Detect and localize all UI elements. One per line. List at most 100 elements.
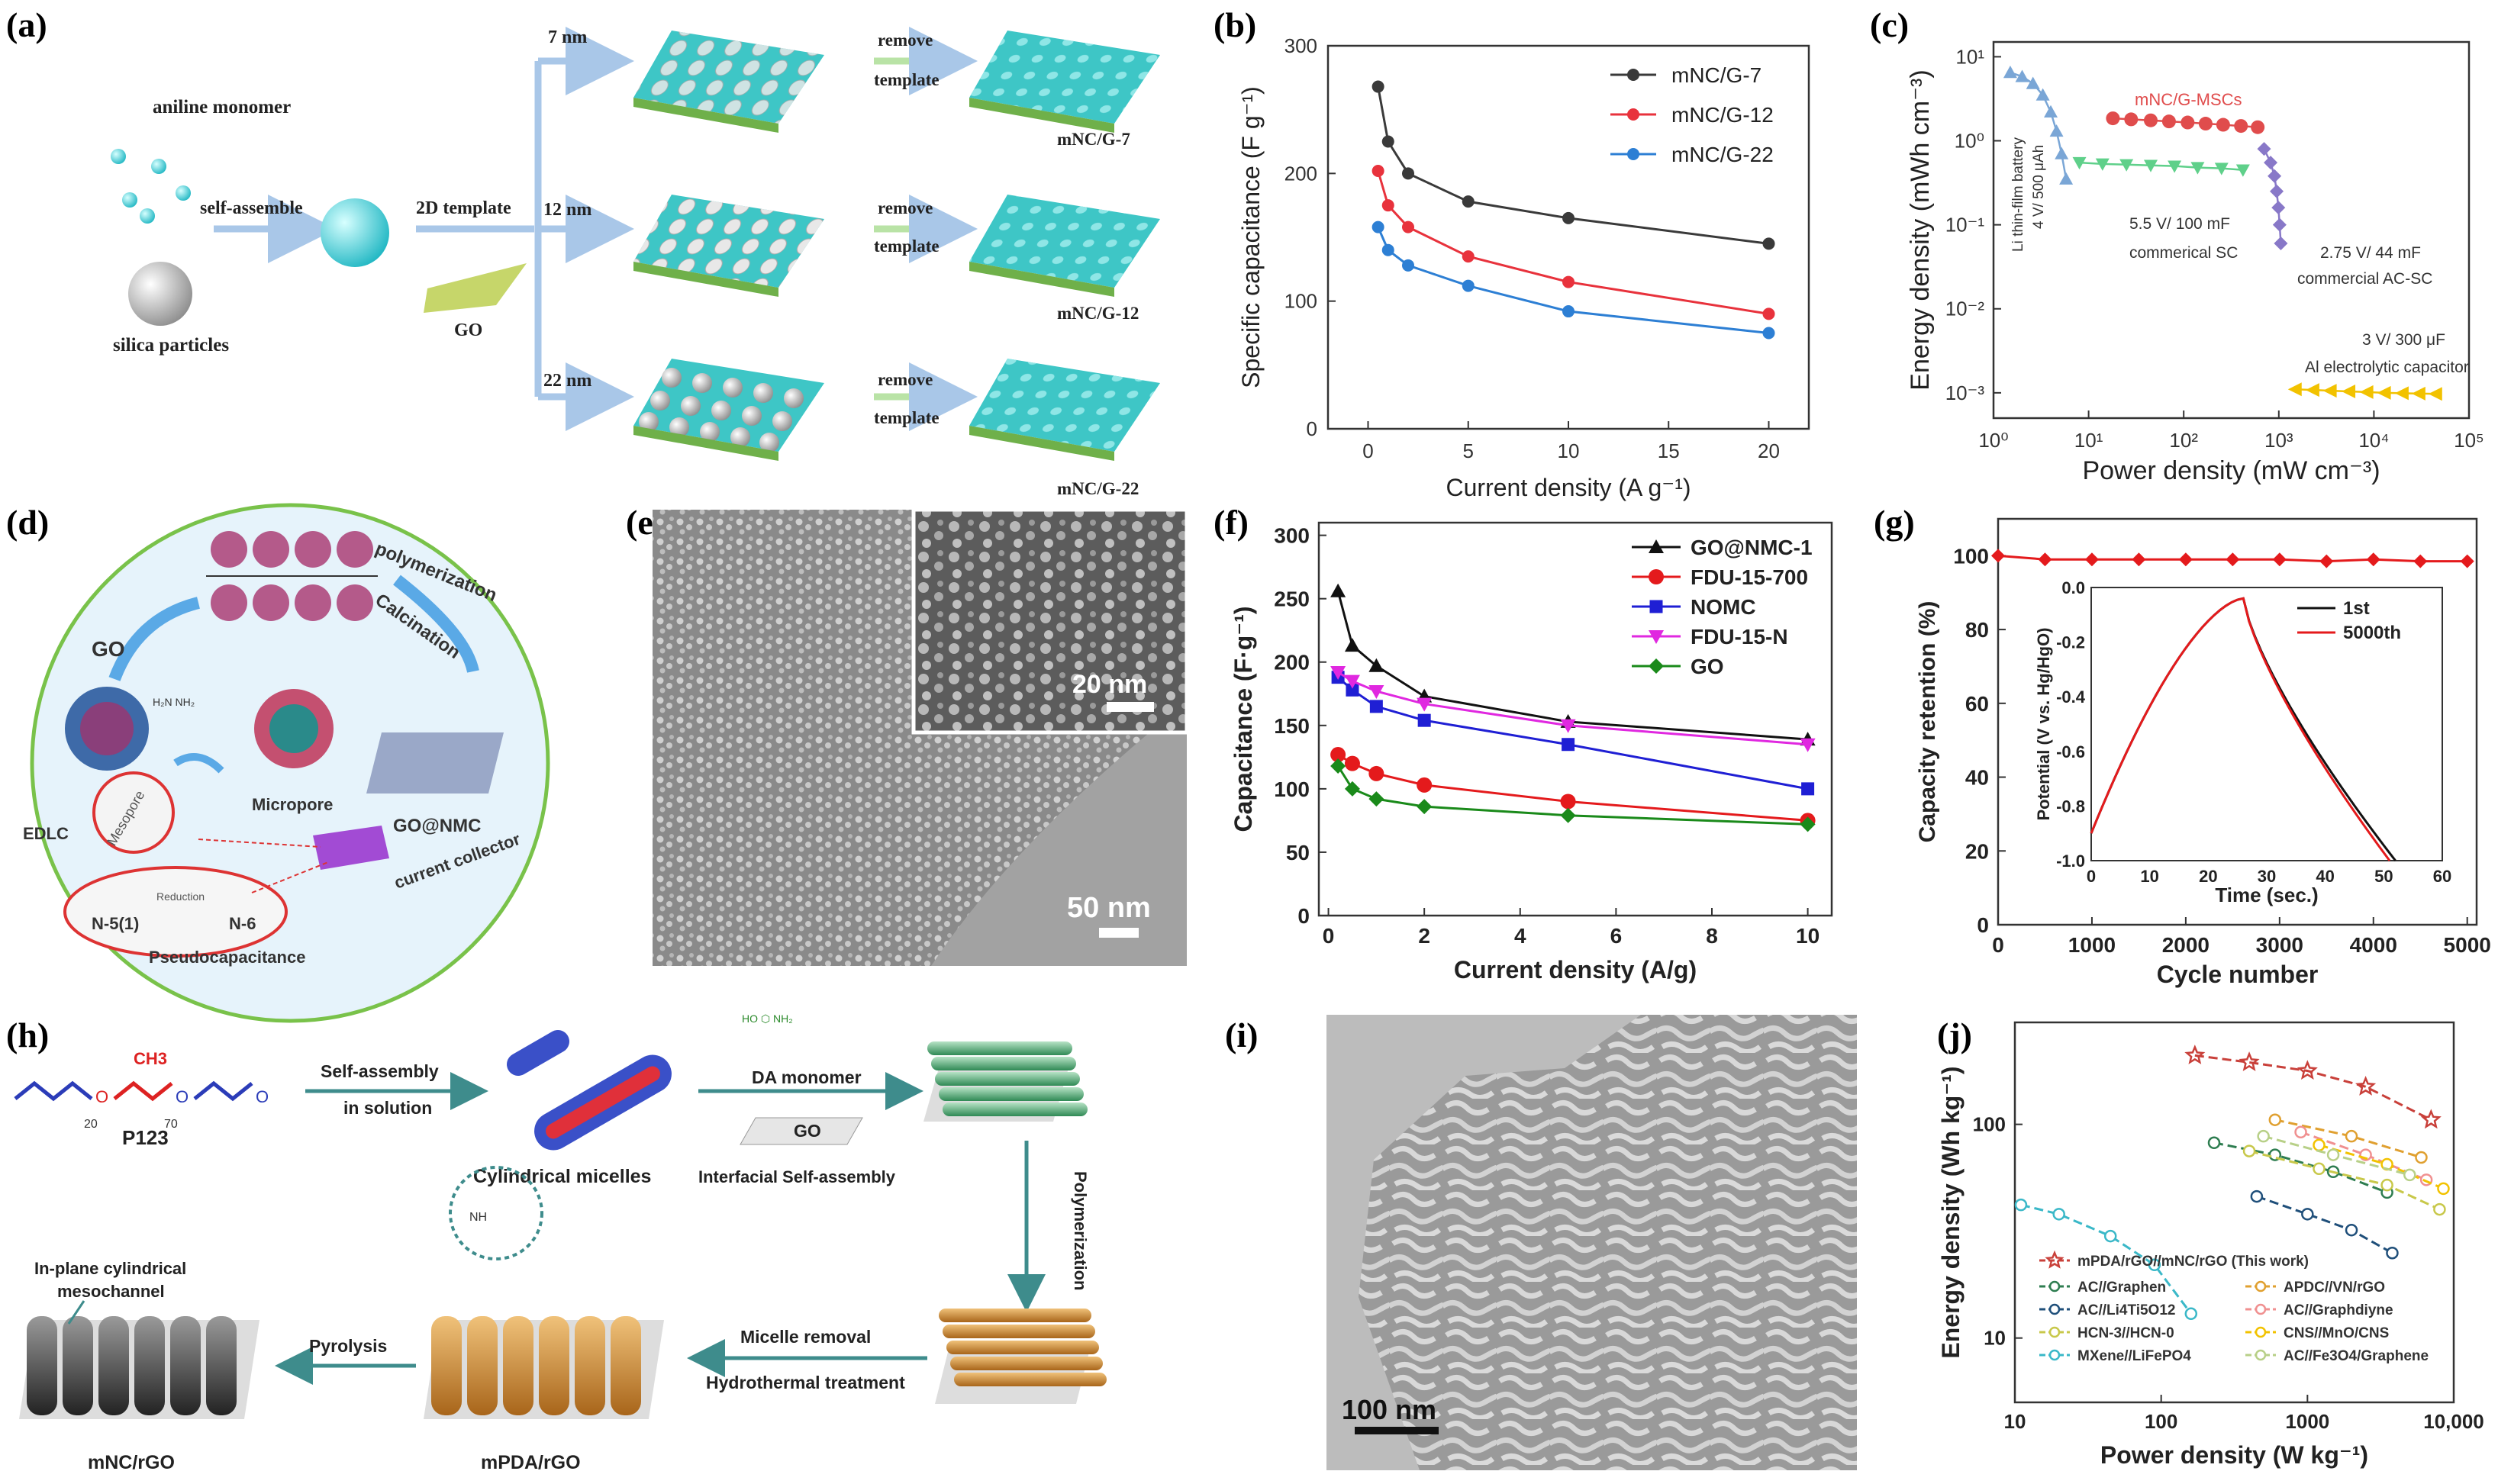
c-point: [2026, 76, 2040, 89]
j-legend-marker: [2048, 1326, 2061, 1338]
b-ytick-label: 0: [1307, 417, 1317, 440]
j-legend-marker: [2048, 1349, 2061, 1361]
h-green-rods: [923, 1041, 1088, 1122]
templated-sheet-7: [633, 31, 824, 133]
f-point: [1330, 583, 1346, 597]
c-xtick-label: 10¹: [2074, 429, 2103, 452]
h-mesochannel: mesochannel: [57, 1282, 165, 1301]
c-point: [2251, 120, 2265, 134]
b-xtick-label: 5: [1463, 439, 1474, 462]
j-point: [2052, 1208, 2065, 1221]
f-frame: [1317, 521, 1833, 917]
remove-label-1: remove: [878, 31, 933, 50]
b-xtick-label: 0: [1362, 439, 1373, 462]
remove-label-3: remove: [878, 370, 933, 389]
b-point: [1562, 275, 1575, 288]
g-point: [2460, 554, 2474, 568]
g-ytick-label: 100: [1953, 544, 1989, 568]
b-legend-label: mNC/G-22: [1671, 143, 1774, 166]
h-sub-70: 70: [164, 1118, 178, 1131]
d-micropore: Micropore: [252, 795, 333, 814]
f-point: [1800, 738, 1816, 752]
chart-j: 10 100 1000 10,000 10 100 Power density (W kg⁻…: [1937, 1021, 2484, 1469]
h-mpda: NH: [424, 1166, 664, 1419]
f-point: [1562, 738, 1575, 752]
f-point: [1417, 713, 1431, 727]
f-point: [1330, 666, 1346, 681]
g-point: [2319, 554, 2334, 568]
c-point: [2271, 201, 2286, 215]
j-legend-marker: [2255, 1349, 2267, 1361]
j-point: [2242, 1144, 2256, 1157]
f-ytick-label: 50: [1286, 841, 1310, 864]
j-series-line: [2256, 1195, 2393, 1254]
c-point: [2377, 385, 2391, 400]
output-12-label: mNC/G-12: [1057, 304, 1139, 323]
d-gonmc-sheet: [366, 732, 504, 794]
h-ch3: CH3: [134, 1049, 167, 1068]
j-legend-marker: [2048, 1280, 2061, 1292]
silica-label: silica particles: [113, 335, 229, 356]
panel-label-d: (d): [6, 503, 49, 542]
c-point: [2270, 184, 2284, 198]
f-legend-marker: [1649, 658, 1664, 674]
d-gonmc: GO@NMC: [393, 816, 481, 836]
c-point: [2124, 112, 2139, 127]
g-inset-ytick-label: -0.4: [2056, 687, 2086, 707]
g-inset-xtick-label: 10: [2140, 867, 2158, 886]
j-point: [2355, 1076, 2377, 1096]
b-point: [1762, 307, 1775, 320]
f-ytick-label: 150: [1274, 714, 1310, 738]
b-point: [1462, 250, 1475, 263]
d-pseudo: Pseudocapacitance: [149, 948, 305, 967]
b-legend-marker: [1627, 148, 1639, 160]
d-n6: N-6: [229, 914, 256, 933]
b-ytick-label: 200: [1284, 162, 1317, 185]
size-7-label: 7 nm: [548, 27, 587, 47]
j-point: [2415, 1151, 2428, 1164]
c-point: [2342, 384, 2356, 398]
j-legend-label: AC//Graphdiyne: [2284, 1302, 2393, 1318]
h-da: DA monomer: [752, 1067, 862, 1087]
c-point: [2359, 385, 2374, 399]
b-legend-marker: [1627, 108, 1639, 121]
c-label-sc2: 2.75 V/ 44 mF: [2320, 244, 2421, 262]
b-point: [1402, 259, 1414, 272]
h-go: GO: [794, 1121, 821, 1141]
f-point: [1417, 799, 1433, 815]
b-point: [1762, 327, 1775, 340]
c-point: [2181, 115, 2195, 130]
c-point: [2168, 160, 2182, 173]
g-xtick-label: 3000: [2256, 933, 2303, 957]
j-point: [2345, 1223, 2358, 1237]
b-point: [1371, 221, 1384, 233]
j-legend-label: AC//Graphen: [2077, 1280, 2166, 1296]
panel-label-j: (j): [1937, 1016, 1972, 1054]
j-legend-marker: [2255, 1303, 2267, 1315]
c-xtick-label: 10²: [2169, 429, 2198, 452]
j-series-line: [2020, 1203, 2192, 1315]
templated-sheet-22: [633, 359, 824, 461]
c-label-sc2b: commercial AC-SC: [2297, 270, 2432, 288]
h-micelles: [507, 1030, 672, 1151]
f-point: [1560, 807, 1576, 823]
g-ytick-label: 0: [1977, 913, 1989, 937]
j-point: [2184, 1045, 2206, 1064]
g-xtick-label: 0: [1992, 933, 2004, 957]
f-point: [1417, 777, 1433, 793]
j-series-line: [2248, 1150, 2441, 1211]
f-ytick-label: 0: [1297, 904, 1310, 928]
g-point: [2366, 552, 2380, 567]
g-point: [2272, 552, 2287, 567]
g-frame: [1997, 517, 2478, 926]
f-legend-label: FDU-15-700: [1691, 565, 1808, 589]
h-p123: P123: [122, 1126, 169, 1149]
b-series-line: [1377, 86, 1769, 245]
chart-c: mNC/G-MSCs Li thin-film battery 4 V/ 500…: [1906, 40, 2484, 485]
panel-h-schematic: O CH3 O O 20 70 P123 Self-assembly in so…: [14, 1012, 1107, 1473]
product-sheet-12: [969, 195, 1160, 297]
c-ytick-label: 10⁻³: [1945, 381, 1985, 404]
b-ytick-label: 100: [1284, 290, 1317, 313]
